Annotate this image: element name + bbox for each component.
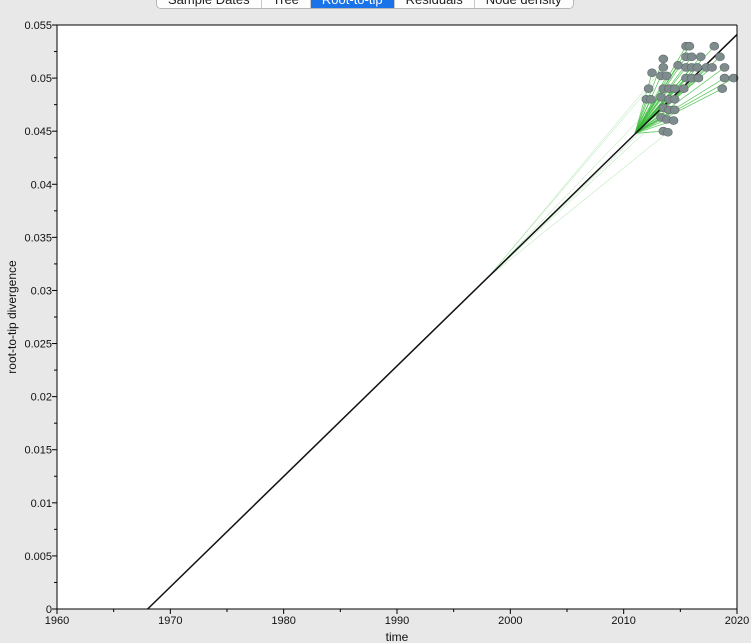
tree-edge [487,88,649,278]
y-tick-label: 0.02 [31,392,52,404]
y-tick-label: 0.01 [31,498,52,510]
tip-point [669,105,680,115]
tip-point [658,54,669,64]
tip-point [719,73,730,83]
tip-point [669,95,680,104]
tip-point [647,68,657,78]
tip-point [661,71,672,81]
x-axis-title: time [386,630,409,643]
tab-sample-dates[interactable]: Sample Dates [157,0,262,8]
y-tick-label: 0.005 [24,551,52,563]
y-tick-label: 0.055 [24,20,52,32]
tip-point [709,41,720,51]
x-tick-label: 2010 [611,615,635,627]
tip-point [692,63,703,72]
tip-point [717,84,728,94]
tip-point [715,52,725,62]
y-tick-label: 0 [46,604,52,616]
tree-edge [487,67,664,278]
y-tick-label: 0.015 [24,445,52,457]
tip-point [646,95,656,104]
tip-point [707,63,717,72]
tree-edge [634,77,725,134]
y-tick-label: 0.04 [31,179,52,191]
tip-point [658,63,669,72]
y-tick-label: 0.03 [31,285,52,297]
tip-point [669,84,680,94]
y-tick-label: 0.035 [24,232,52,244]
x-tick-label: 1970 [158,615,182,627]
tip-point [684,41,695,51]
tip-point [678,84,689,94]
y-tick-label: 0.045 [24,126,52,138]
y-axis-title: root-to-tip divergence [5,260,19,374]
tree-edge [634,75,662,134]
regression-line [147,34,738,610]
tip-point [728,73,739,83]
tree-edge [634,72,653,134]
tip-point [693,73,704,83]
tips-layer [641,41,739,137]
x-tick-label: 1980 [271,615,295,627]
x-tick-label: 2000 [498,615,522,627]
tip-point [663,127,673,137]
tree-edge [487,88,670,278]
tip-point [668,116,679,125]
tip-point [643,84,654,94]
x-tick-label: 1960 [45,615,69,627]
tab-node-density[interactable]: Node density [474,0,573,8]
tree-edge [487,117,662,278]
tab-tree[interactable]: Tree [261,0,311,8]
view-tabs: Sample Dates Tree Root-to-tip Residuals … [156,0,574,9]
tree-edge [487,132,669,278]
tab-residuals[interactable]: Residuals [394,0,475,8]
tree-edge [634,67,725,134]
x-tick-label: 1990 [385,615,409,627]
tip-point [673,61,683,70]
y-tick-label: 0.05 [31,73,52,85]
tab-root-to-tip[interactable]: Root-to-tip [310,0,395,8]
axes-layer: 1960 1970 1980 1990 2000 2010 2020 0 0.005 0.01 0.… [24,20,749,627]
tip-point [695,52,706,62]
y-tick-label: 0.025 [24,339,52,351]
tip-point [686,52,697,62]
tree-edge [634,77,734,134]
tip-point [656,92,666,102]
plot-area [57,25,737,609]
x-tick-label: 2020 [725,615,749,627]
tip-point [719,63,730,72]
